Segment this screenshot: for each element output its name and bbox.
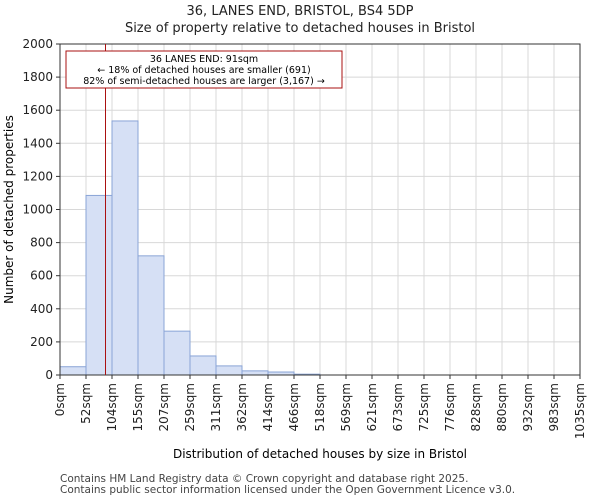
y-tick-label-9: 1800 bbox=[22, 70, 53, 84]
y-tick-label-2: 400 bbox=[30, 302, 53, 316]
x-axis-label: Distribution of detached houses by size … bbox=[173, 447, 467, 461]
x-tick-label-17: 880sqm bbox=[495, 383, 509, 431]
y-tick-label-6: 1200 bbox=[22, 169, 53, 183]
x-tick-label-8: 414sqm bbox=[261, 383, 275, 431]
y-tick-label-8: 1600 bbox=[22, 103, 53, 117]
footer-line-1: Contains HM Land Registry data © Crown c… bbox=[60, 473, 469, 485]
x-tick-label-4: 207sqm bbox=[157, 383, 171, 431]
bars bbox=[59, 120, 321, 376]
bar-7 bbox=[241, 370, 269, 376]
x-tick-label-1: 52sqm bbox=[79, 383, 93, 424]
x-tick-label-20: 1035sqm bbox=[573, 383, 587, 439]
y-axis-label: Number of detached properties bbox=[2, 115, 16, 304]
x-tick-label-11: 569sqm bbox=[339, 383, 353, 431]
x-tick-label-15: 776sqm bbox=[443, 383, 457, 431]
x-tick-label-19: 983sqm bbox=[547, 383, 561, 431]
chart-title: 36, LANES END, BRISTOL, BS4 5DP bbox=[186, 4, 414, 19]
annotation-frame bbox=[65, 50, 343, 89]
x-tick-label-7: 362sqm bbox=[235, 383, 249, 431]
x-tick-label-5: 259sqm bbox=[183, 383, 197, 431]
annotation-line-3: 82% of semi-detached houses are larger (… bbox=[83, 76, 325, 87]
annotation-line-2: ← 18% of detached houses are smaller (69… bbox=[97, 65, 310, 76]
bar-1 bbox=[85, 194, 113, 376]
x-tick-label-13: 673sqm bbox=[391, 383, 405, 431]
x-tick-label-6: 311sqm bbox=[209, 383, 223, 431]
y-tick-label-10: 2000 bbox=[22, 37, 53, 51]
plot-frame bbox=[59, 43, 581, 376]
x-axis-ticks: 0sqm 52sqm 104sqm 155sqm 207sqm 259sqm 311sqm 3… bbox=[53, 375, 587, 439]
bar-3 bbox=[137, 255, 165, 376]
y-tick-label-5: 1000 bbox=[22, 203, 53, 217]
y-tick-label-7: 1400 bbox=[22, 136, 53, 150]
bar-6 bbox=[215, 365, 243, 376]
x-tick-label-2: 104sqm bbox=[105, 383, 119, 431]
bar-0 bbox=[59, 366, 87, 376]
chart-subtitle: Size of property relative to detached ho… bbox=[124, 21, 476, 36]
bar-5 bbox=[189, 355, 217, 376]
x-tick-label-3: 155sqm bbox=[131, 383, 145, 431]
bar-2 bbox=[111, 120, 139, 376]
y-tick-label-3: 600 bbox=[30, 269, 53, 283]
annotation-line-1: 36 LANES END: 91sqm bbox=[150, 54, 258, 65]
x-tick-label-12: 621sqm bbox=[365, 383, 379, 431]
annotation-box: 36 LANES END: 91sqm ← 18% of detached ho… bbox=[65, 50, 343, 89]
x-tick-label-10: 518sqm bbox=[313, 383, 327, 431]
y-tick-label-0: 0 bbox=[45, 368, 53, 382]
x-tick-label-9: 466sqm bbox=[287, 383, 301, 431]
x-tick-label-14: 725sqm bbox=[417, 383, 431, 431]
y-tick-label-1: 200 bbox=[30, 335, 53, 349]
x-tick-label-18: 932sqm bbox=[521, 383, 535, 431]
x-tick-label-16: 828sqm bbox=[469, 383, 483, 431]
y-axis-ticks: 0 200 400 600 800 1000 1200 1400 1600 1800 2000 bbox=[22, 37, 60, 382]
x-tick-label-0: 0sqm bbox=[53, 383, 67, 416]
y-tick-label-4: 800 bbox=[30, 236, 53, 250]
bar-4 bbox=[163, 330, 191, 376]
footer-line-2: Contains public sector information licen… bbox=[60, 484, 516, 496]
